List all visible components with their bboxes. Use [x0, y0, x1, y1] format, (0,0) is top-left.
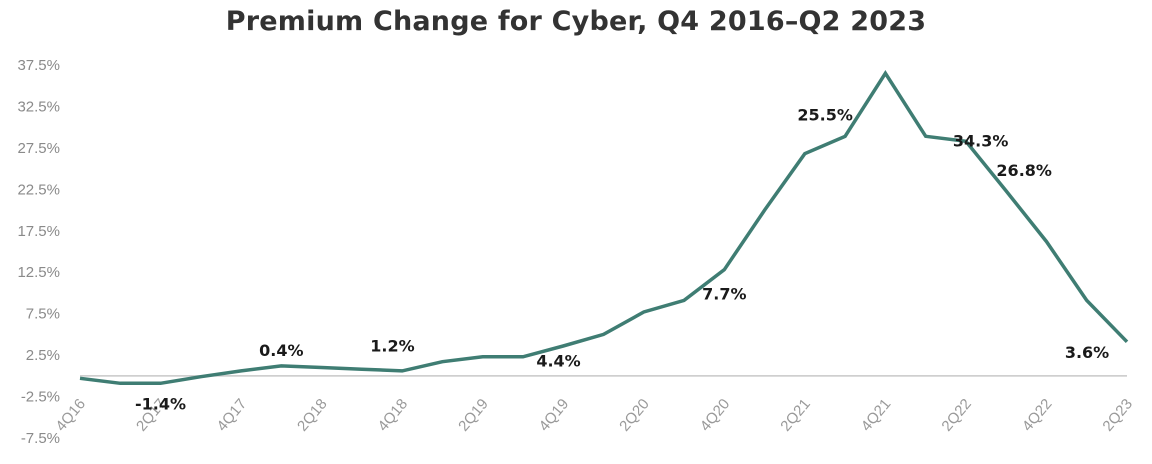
data-label: 1.2% — [370, 337, 414, 356]
data-label: 3.6% — [1065, 343, 1109, 362]
data-label: 34.3% — [953, 131, 1009, 150]
x-tick-label: 4Q18 — [375, 396, 412, 435]
y-tick-label: 27.5% — [17, 140, 60, 157]
series-line — [79, 70, 1129, 386]
chart-title: Premium Change for Cyber, Q4 2016–Q2 202… — [225, 6, 927, 37]
x-tick-label: 2Q22 — [938, 396, 975, 435]
x-tick-label: 2Q21 — [777, 396, 814, 435]
y-tick-label: 17.5% — [17, 223, 60, 240]
data-labels: -1.4% 0.4% 1.2% 4.4% 7.7% 25.5% 34.3% 26.8% 3.6% — [135, 105, 1109, 413]
x-tick-label: 2Q23 — [1099, 396, 1136, 435]
x-tick-label: 4Q20 — [697, 396, 734, 435]
data-label: 25.5% — [797, 105, 853, 124]
x-tick-label: 2Q19 — [455, 396, 492, 435]
data-label: 7.7% — [702, 285, 746, 304]
y-tick-label: -2.5% — [21, 389, 60, 406]
data-label: 0.4% — [259, 341, 303, 360]
y-tick-label: 22.5% — [17, 181, 60, 198]
y-tick-label: 37.5% — [17, 57, 60, 74]
x-tick-label: 4Q22 — [1019, 396, 1056, 435]
series-group — [79, 70, 1129, 386]
y-axis: 37.5% 32.5% 27.5% 22.5% 17.5% 12.5% 7.5% 2.5% -2… — [17, 57, 60, 447]
x-axis: 4Q16 2Q17 4Q17 2Q18 4Q18 2Q19 4Q19 2Q20 4Q20 2Q21… — [52, 396, 1136, 435]
x-tick-label: 4Q19 — [536, 396, 573, 435]
data-label: 4.4% — [536, 351, 580, 370]
y-tick-label: 2.5% — [26, 347, 60, 364]
y-tick-label: 32.5% — [17, 98, 60, 115]
data-label: 26.8% — [996, 161, 1052, 180]
y-tick-label: -7.5% — [21, 430, 60, 447]
x-tick-label: 2Q20 — [616, 396, 653, 435]
data-label: -1.4% — [135, 394, 186, 413]
x-tick-label: 4Q17 — [214, 396, 251, 435]
y-tick-label: 7.5% — [26, 306, 60, 323]
y-tick-label: 12.5% — [17, 264, 60, 281]
x-tick-label: 2Q18 — [294, 396, 331, 435]
x-tick-label: 4Q21 — [858, 396, 895, 435]
